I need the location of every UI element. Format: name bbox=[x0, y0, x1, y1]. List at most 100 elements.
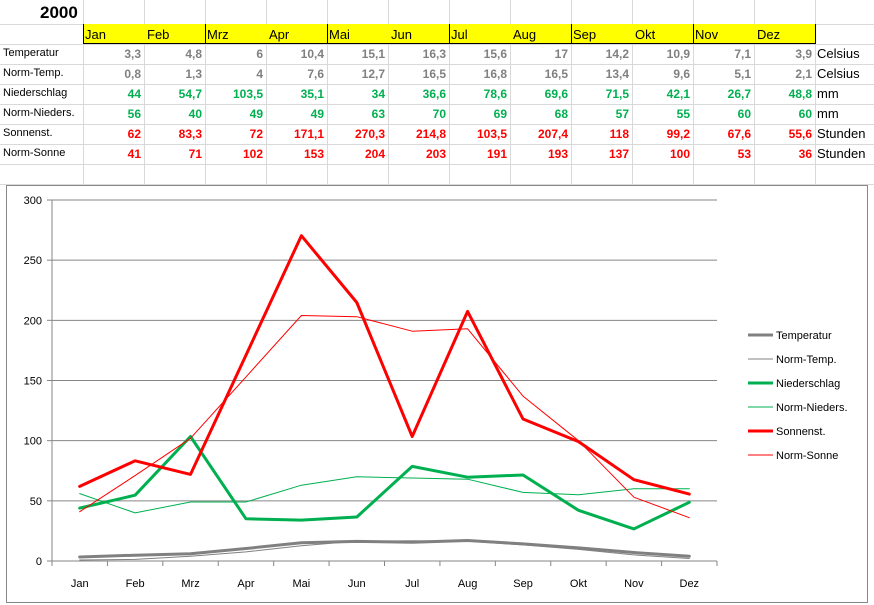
table-cell[interactable]: 55,6 bbox=[788, 127, 812, 141]
table-cell[interactable]: 103,5 bbox=[232, 87, 263, 101]
table-cell[interactable]: 55 bbox=[676, 107, 690, 121]
table-cell[interactable]: 69,6 bbox=[544, 87, 568, 101]
table-cell[interactable]: 207,4 bbox=[537, 127, 568, 141]
row-unit[interactable]: Stunden bbox=[817, 146, 866, 161]
table-cell[interactable]: 34 bbox=[371, 87, 385, 101]
series-line-norm-temp[interactable] bbox=[79, 540, 690, 561]
table-cell[interactable]: 62 bbox=[127, 127, 141, 141]
table-cell[interactable]: 203 bbox=[425, 147, 446, 161]
table-cell[interactable]: 72 bbox=[249, 127, 263, 141]
month-header-nov[interactable]: Nov bbox=[695, 27, 719, 42]
table-cell[interactable]: 103,5 bbox=[476, 127, 507, 141]
table-cell[interactable]: 7,1 bbox=[734, 47, 751, 61]
table-cell[interactable]: 40 bbox=[188, 107, 202, 121]
table-cell[interactable]: 57 bbox=[615, 107, 629, 121]
table-cell[interactable]: 153 bbox=[303, 147, 324, 161]
table-cell[interactable]: 5,1 bbox=[734, 67, 751, 81]
series-line-temperatur[interactable] bbox=[78, 539, 691, 559]
table-cell[interactable]: 10,9 bbox=[666, 47, 690, 61]
table-cell[interactable]: 36 bbox=[798, 147, 812, 161]
table-cell[interactable]: 60 bbox=[737, 107, 751, 121]
legend-label[interactable]: Norm-Sonne bbox=[776, 450, 838, 462]
table-cell[interactable]: 13,4 bbox=[605, 67, 629, 81]
month-header-jun[interactable]: Jun bbox=[391, 27, 412, 42]
table-cell[interactable]: 49 bbox=[249, 107, 263, 121]
series-line-norm-nieders[interactable] bbox=[79, 476, 690, 514]
series-line-niederschlag[interactable] bbox=[78, 435, 691, 531]
table-cell[interactable]: 54,7 bbox=[178, 87, 202, 101]
table-cell[interactable]: 15,1 bbox=[361, 47, 385, 61]
table-cell[interactable]: 15,6 bbox=[483, 47, 507, 61]
table-cell[interactable]: 193 bbox=[547, 147, 568, 161]
climate-line-chart[interactable]: 0 50 100 150 200 250 300 Jan Feb Mrz Apr Mai Jun Jul A… bbox=[0, 184, 874, 605]
month-header-aug[interactable]: Aug bbox=[513, 27, 537, 42]
row-unit[interactable]: Stunden bbox=[817, 126, 866, 141]
table-cell[interactable]: 3,9 bbox=[795, 47, 812, 61]
row-label[interactable]: Norm-Temp. bbox=[3, 67, 64, 79]
table-cell[interactable]: 16,3 bbox=[422, 47, 446, 61]
table-cell[interactable]: 71 bbox=[188, 147, 202, 161]
legend-label[interactable]: Norm-Nieders. bbox=[776, 402, 848, 414]
table-cell[interactable]: 3,3 bbox=[124, 47, 141, 61]
series-line-norm-sonne[interactable] bbox=[79, 315, 690, 519]
table-cell[interactable]: 48,8 bbox=[788, 87, 812, 101]
row-label[interactable]: Norm-Nieders. bbox=[3, 107, 75, 119]
month-header-dez[interactable]: Dez bbox=[757, 27, 781, 42]
table-cell[interactable]: 67,6 bbox=[727, 127, 751, 141]
table-cell[interactable]: 6 bbox=[256, 47, 263, 61]
table-cell[interactable]: 69 bbox=[493, 107, 507, 121]
table-cell[interactable]: 36,6 bbox=[422, 87, 446, 101]
month-header-mrz[interactable]: Mrz bbox=[207, 27, 229, 42]
table-cell[interactable]: 102 bbox=[242, 147, 263, 161]
table-cell[interactable]: 41 bbox=[127, 147, 141, 161]
table-cell[interactable]: 78,6 bbox=[483, 87, 507, 101]
table-cell[interactable]: 42,1 bbox=[666, 87, 690, 101]
table-cell[interactable]: 53 bbox=[737, 147, 751, 161]
table-cell[interactable]: 99,2 bbox=[666, 127, 690, 141]
table-cell[interactable]: 44 bbox=[127, 87, 141, 101]
table-cell[interactable]: 68 bbox=[554, 107, 568, 121]
table-cell[interactable]: 9,6 bbox=[673, 67, 690, 81]
table-cell[interactable]: 2,1 bbox=[795, 67, 812, 81]
table-cell[interactable]: 118 bbox=[609, 127, 629, 141]
table-cell[interactable]: 100 bbox=[669, 147, 690, 161]
table-cell[interactable]: 71,5 bbox=[605, 87, 629, 101]
table-cell[interactable]: 16,5 bbox=[422, 67, 446, 81]
table-cell[interactable]: 83,3 bbox=[178, 127, 202, 141]
table-cell[interactable]: 70 bbox=[432, 107, 446, 121]
row-label[interactable]: Temperatur bbox=[3, 47, 59, 59]
table-cell[interactable]: 49 bbox=[310, 107, 324, 121]
legend-label[interactable]: Temperatur bbox=[776, 330, 832, 342]
row-unit[interactable]: Celsius bbox=[817, 66, 860, 81]
table-cell[interactable]: 10,4 bbox=[300, 47, 324, 61]
month-header-sep[interactable]: Sep bbox=[573, 27, 597, 42]
table-cell[interactable]: 191 bbox=[486, 147, 507, 161]
table-cell[interactable]: 16,8 bbox=[483, 67, 507, 81]
table-cell[interactable]: 204 bbox=[364, 147, 385, 161]
year-title[interactable]: 2000 bbox=[40, 3, 78, 22]
table-cell[interactable]: 16,5 bbox=[544, 67, 568, 81]
table-cell[interactable]: 1,3 bbox=[185, 67, 202, 81]
row-label[interactable]: Norm-Sonne bbox=[3, 147, 66, 159]
legend-label[interactable]: Niederschlag bbox=[776, 378, 840, 390]
month-header-okt[interactable]: Okt bbox=[635, 27, 656, 42]
table-cell[interactable]: 137 bbox=[608, 147, 629, 161]
table-cell[interactable]: 171,1 bbox=[293, 127, 324, 141]
table-cell[interactable]: 4 bbox=[256, 67, 263, 81]
row-label[interactable]: Sonnenst. bbox=[3, 127, 53, 139]
table-cell[interactable]: 26,7 bbox=[727, 87, 751, 101]
legend-label[interactable]: Norm-Temp. bbox=[776, 354, 837, 366]
table-cell[interactable]: 214,8 bbox=[415, 127, 446, 141]
table-cell[interactable]: 12,7 bbox=[361, 67, 385, 81]
legend-label[interactable]: Sonnenst. bbox=[776, 426, 826, 438]
month-header-apr[interactable]: Apr bbox=[269, 27, 290, 42]
month-header-feb[interactable]: Feb bbox=[147, 27, 170, 42]
table-cell[interactable]: 270,3 bbox=[354, 127, 385, 141]
table-cell[interactable]: 56 bbox=[127, 107, 141, 121]
table-cell[interactable]: 35,1 bbox=[300, 87, 324, 101]
row-label[interactable]: Niederschlag bbox=[3, 87, 68, 99]
table-cell[interactable]: 0,8 bbox=[124, 67, 141, 81]
table-cell[interactable]: 63 bbox=[371, 107, 385, 121]
month-header-jan[interactable]: Jan bbox=[85, 27, 106, 42]
table-cell[interactable]: 17 bbox=[554, 47, 568, 61]
